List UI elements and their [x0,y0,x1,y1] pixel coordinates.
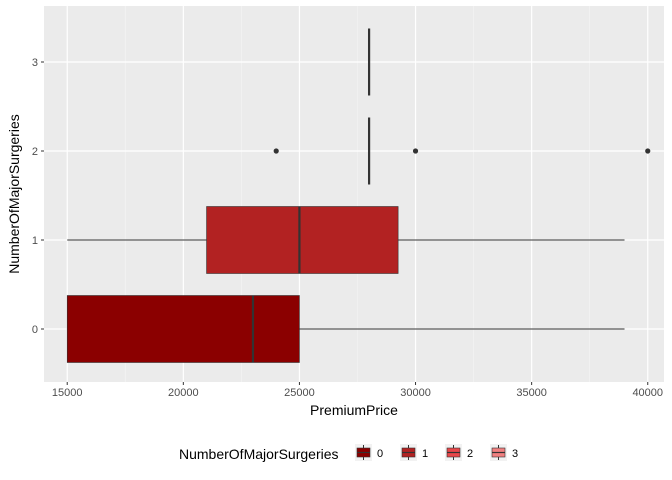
legend-label-0: 0 [377,448,383,460]
x-tick-label: 35000 [516,387,547,399]
x-tick-label: 30000 [400,387,431,399]
y-tick-label: 3 [32,57,38,69]
y-tick-label: 2 [32,146,38,158]
legend-keys: 0 1 2 3 [355,444,518,461]
x-tick-label: 40000 [632,387,663,399]
boxes-layer [66,28,651,363]
y-tick-label: 0 [32,324,38,336]
box-group-1 [67,206,625,274]
box-group-0 [66,295,625,363]
legend-label-1: 1 [422,448,428,460]
x-axis-ticks: 15000 20000 25000 30000 35000 40000 [52,382,663,399]
outlier-point-2 [645,148,651,154]
y-axis-ticks: 0 1 2 3 [32,57,44,336]
box-group-2 [273,117,651,185]
box-1 [206,206,399,274]
box-0 [66,295,300,363]
legend-title: NumberOfMajorSurgeries [179,446,339,462]
y-tick-label: 1 [32,235,38,247]
legend-label-2: 2 [467,448,473,460]
legend: NumberOfMajorSurgeries 0 1 2 3 [179,444,518,462]
x-axis-title: PremiumPrice [310,402,398,418]
legend-label-3: 3 [512,448,518,460]
x-tick-label: 15000 [52,387,83,399]
y-axis-title: NumberOfMajorSurgeries [6,114,22,274]
x-tick-label: 20000 [168,387,199,399]
outlier-point-2 [412,148,419,154]
outlier-point-2 [273,148,279,154]
x-tick-label: 25000 [284,387,315,399]
